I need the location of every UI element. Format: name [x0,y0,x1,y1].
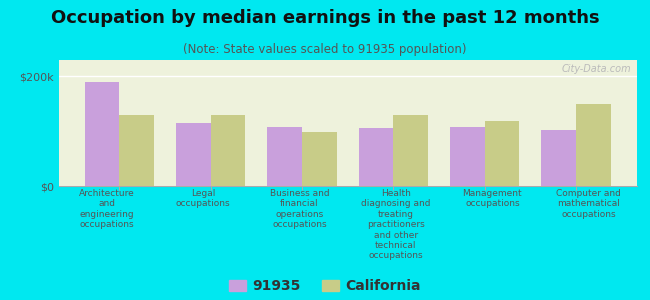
Bar [211,115,246,186]
Bar [120,115,154,186]
Bar [84,82,120,186]
Text: Health
diagnosing and
treating
practitioners
and other
technical
occupations: Health diagnosing and treating practitio… [361,189,431,260]
Text: (Note: State values scaled to 91935 population): (Note: State values scaled to 91935 popu… [183,44,467,56]
Bar [393,115,428,186]
Text: Computer and
mathematical
occupations: Computer and mathematical occupations [556,189,621,219]
Text: Management
occupations: Management occupations [463,189,522,208]
Legend: 91935, California: 91935, California [229,279,421,293]
Text: City-Data.com: City-Data.com [562,64,631,74]
Text: Occupation by median earnings in the past 12 months: Occupation by median earnings in the pas… [51,9,599,27]
Bar [450,128,485,186]
Bar [267,127,302,186]
Bar [541,130,576,186]
Bar [576,104,611,186]
Text: Business and
financial
operations
occupations: Business and financial operations occupa… [270,189,330,229]
Bar [359,128,393,186]
Bar [485,122,519,186]
Bar [302,132,337,186]
Bar [176,123,211,186]
Text: Architecture
and
engineering
occupations: Architecture and engineering occupations [79,189,135,229]
Text: Legal
occupations: Legal occupations [176,189,231,208]
